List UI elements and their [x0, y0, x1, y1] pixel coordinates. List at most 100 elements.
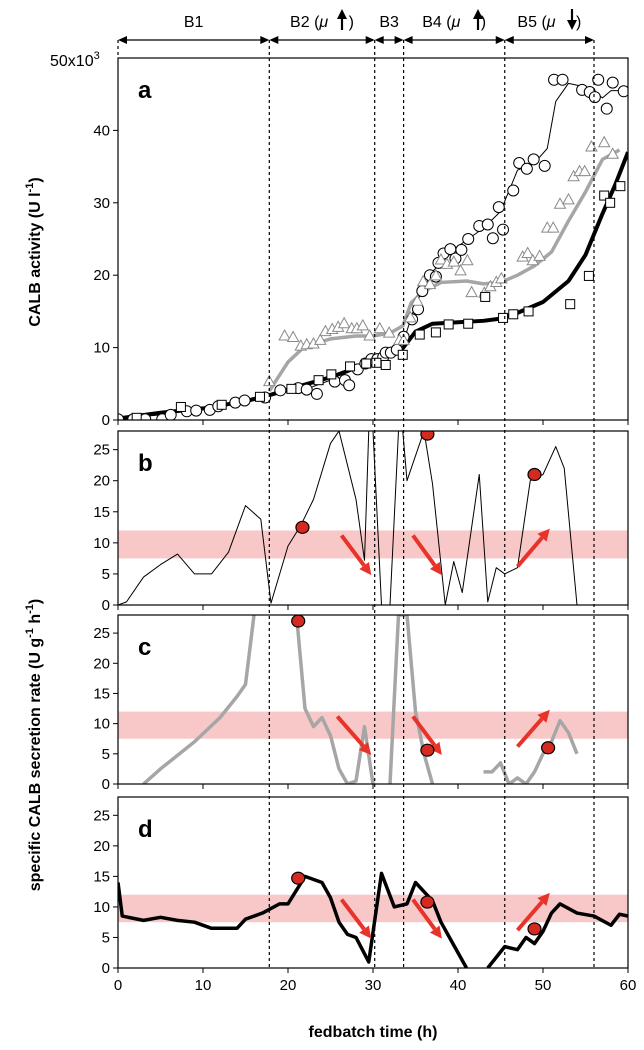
y-tick-label: 5 — [102, 566, 110, 583]
data-point-triangle — [578, 164, 591, 177]
trend-arrow-head — [359, 561, 372, 576]
data-point-square — [565, 299, 576, 310]
data-point-triangle — [356, 318, 370, 331]
y-tick-label: 5 — [102, 746, 110, 763]
trend-arrow-head — [537, 528, 550, 542]
panel-letter-b: b — [138, 450, 153, 477]
data-point-square — [443, 319, 454, 330]
trend-arrow — [411, 715, 437, 747]
data-point-triangle — [562, 192, 575, 205]
data-point-circle — [118, 413, 124, 420]
data-point-circle — [462, 233, 475, 245]
data-point-triangle — [434, 252, 448, 265]
data-point-triangle — [465, 285, 478, 298]
data-point-square — [498, 312, 509, 323]
data-point-circle — [606, 76, 619, 89]
data-point-triangle — [363, 328, 376, 341]
data-point-circle — [600, 102, 613, 115]
y-tick-label: 20 — [93, 473, 110, 490]
data-point-circle — [343, 379, 356, 392]
y-tick-label: 10 — [93, 535, 110, 552]
y-axis-label-secretion-rate: specific CALB secretion rate (U g-1 h-1) — [24, 599, 44, 892]
panel-frame-c — [117, 614, 629, 785]
y-tick-label: 20 — [93, 838, 110, 855]
data-point-square — [599, 190, 610, 201]
y-tick-label: 10 — [93, 899, 110, 916]
panels — [118, 73, 628, 968]
data-point-square — [615, 181, 626, 192]
y-tick-label: 0 — [102, 597, 110, 614]
growth-down-arrow-icon — [567, 9, 577, 30]
rate-line-1 — [118, 871, 469, 968]
data-point-triangle — [521, 246, 535, 258]
data-point-triangle — [404, 310, 417, 323]
y-tick-label: 25 — [93, 807, 110, 824]
data-point-square — [254, 391, 265, 402]
data-point-triangle — [262, 374, 276, 387]
rate-line-3 — [388, 615, 435, 784]
data-point-circle — [617, 85, 628, 98]
data-point-circle — [497, 223, 510, 236]
trend-arrow-head — [429, 741, 442, 756]
panel-letter-d: d — [138, 816, 153, 843]
y-tick-label: 25 — [93, 442, 110, 459]
y-tick-label: 30 — [93, 195, 110, 212]
phase-arrowhead-right — [495, 36, 505, 44]
y-tick-label: 15 — [93, 868, 110, 885]
trend-arrow — [339, 898, 366, 931]
highlight-marker — [420, 895, 435, 909]
data-point-square — [397, 349, 408, 360]
data-point-square — [508, 309, 519, 320]
data-point-square — [345, 361, 356, 372]
phase-arrowhead-left — [118, 36, 127, 44]
y-tick-label: 10 — [93, 716, 110, 733]
data-point-triangle — [533, 249, 546, 261]
fit-line-2 — [267, 148, 621, 392]
highlight-marker — [420, 431, 435, 441]
highlight-marker — [527, 922, 542, 936]
data-point-square — [326, 369, 337, 380]
data-point-square — [286, 383, 297, 394]
data-point-square — [371, 357, 382, 368]
panel-a — [118, 73, 628, 420]
x-tick-label: 0 — [114, 977, 122, 994]
phase-arrowhead-right — [260, 36, 270, 44]
rate-line-1 — [142, 615, 256, 784]
panel-letter-c: c — [138, 634, 151, 661]
phase-label-2: B2 (μ ) — [290, 14, 354, 31]
data-point-circle — [527, 153, 540, 166]
data-point-square — [414, 329, 425, 340]
rate-line-4 — [483, 718, 579, 784]
data-point-triangle — [313, 333, 327, 345]
y-tick-label: 0 — [102, 960, 110, 977]
y-tick-label: 15 — [93, 685, 110, 702]
data-point-square — [216, 399, 227, 410]
data-point-triangle — [397, 333, 410, 345]
data-point-triangle — [429, 268, 443, 281]
growth-up-arrow-icon — [473, 9, 483, 30]
phase-arrowhead-left — [504, 36, 514, 44]
data-point-circle — [300, 383, 313, 396]
highlight-marker — [527, 467, 542, 482]
target-range-band — [118, 530, 628, 559]
data-point-square — [430, 327, 441, 338]
highlight-marker — [291, 615, 306, 628]
data-point-triangle — [585, 140, 598, 152]
data-point-triangle — [597, 135, 611, 148]
trend-arrow — [515, 536, 544, 568]
y-tick-label: 0 — [102, 412, 110, 429]
data-point-square — [523, 306, 534, 317]
data-point-circle — [238, 394, 251, 407]
y-tick-label: 25 — [93, 625, 110, 642]
panel-letter-a: a — [138, 77, 152, 104]
target-range-band — [118, 711, 628, 739]
phase-arrowhead-right — [585, 36, 594, 44]
y-tick-label: 0 — [102, 776, 110, 793]
rate-line-1 — [118, 431, 578, 605]
phase-boundary-lines — [117, 40, 595, 968]
data-point-square — [480, 291, 491, 302]
x-tick-label: 40 — [450, 977, 467, 994]
panel-d — [118, 871, 628, 968]
trend-arrow — [411, 898, 437, 931]
